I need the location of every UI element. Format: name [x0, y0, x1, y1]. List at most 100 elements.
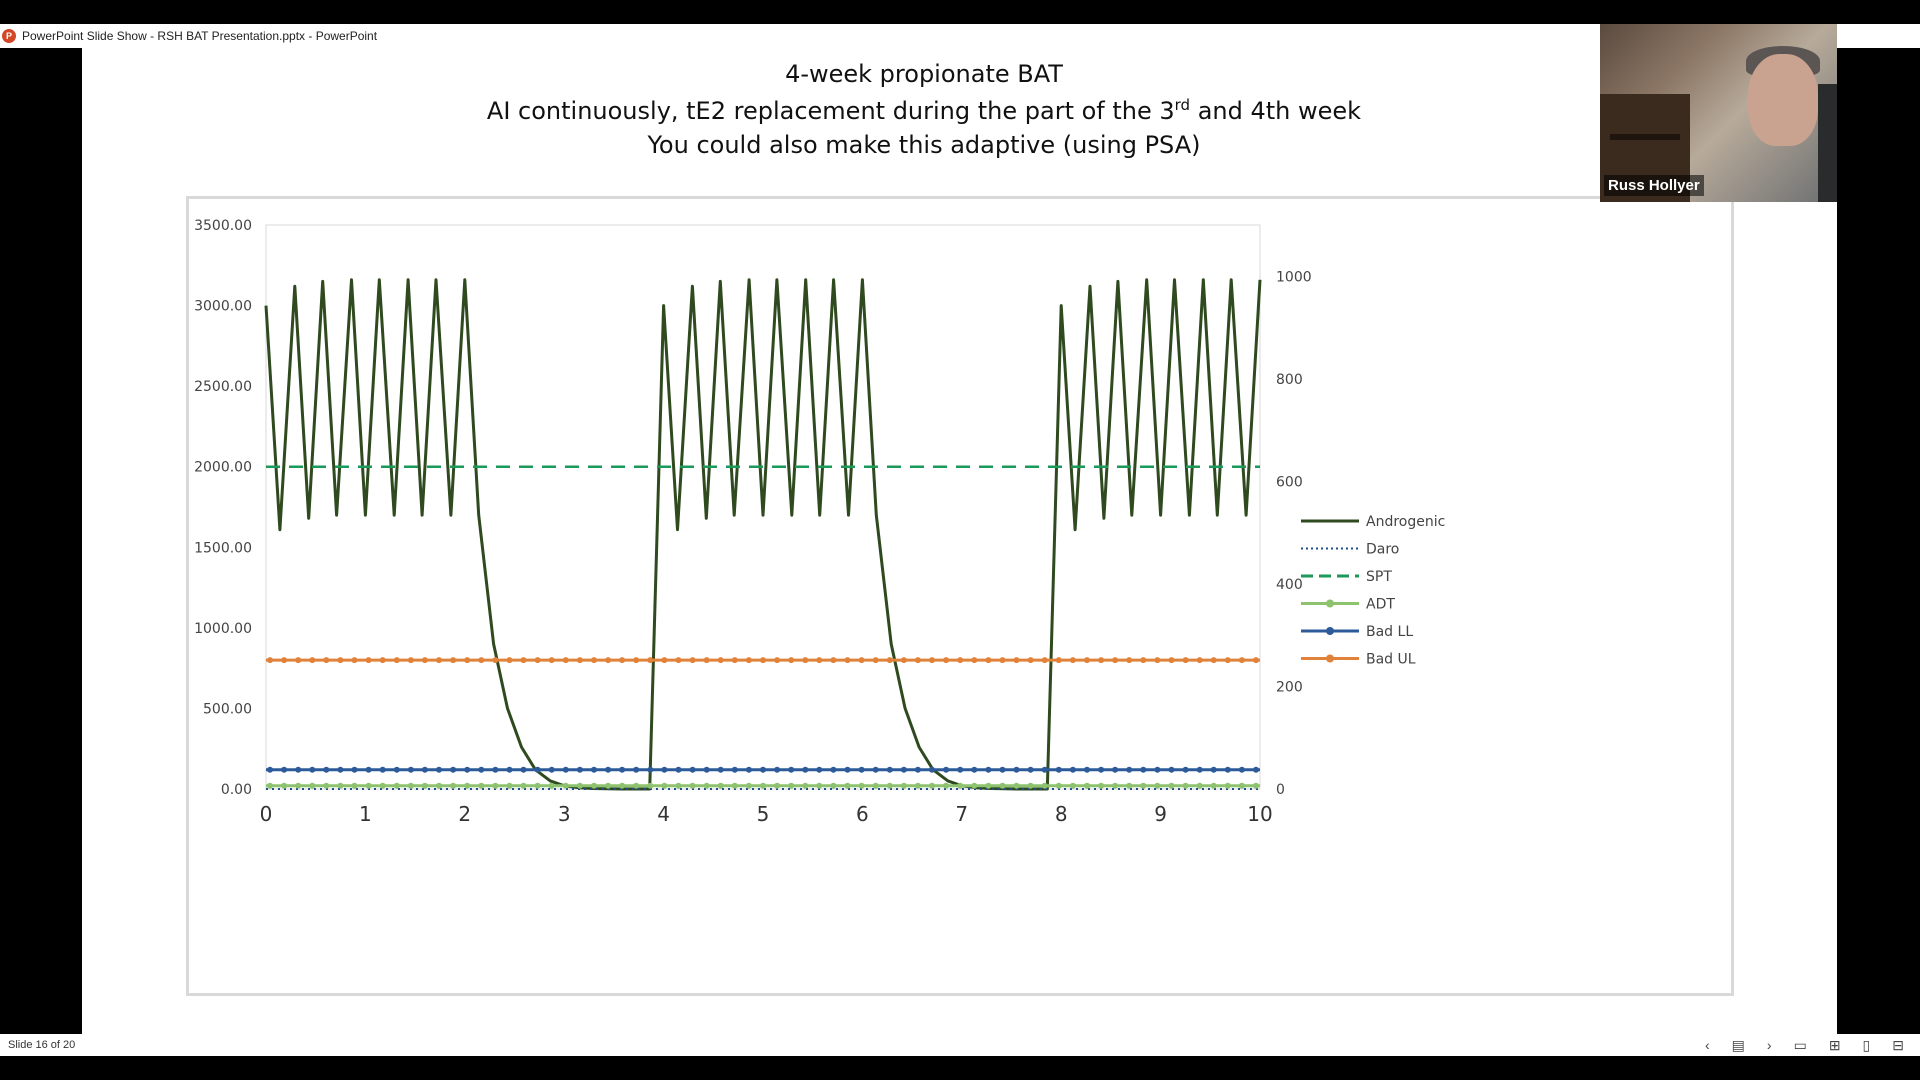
background-chair: [1818, 84, 1837, 202]
series-marker-bad-ll: [985, 766, 992, 773]
series-marker-bad-ul: [816, 657, 823, 664]
slide-show-icon[interactable]: ⊟: [1892, 1036, 1904, 1053]
series-marker-adt: [1196, 782, 1203, 789]
series-marker-adt: [957, 782, 964, 789]
series-marker-bad-ul: [562, 657, 569, 664]
slide-sorter-icon[interactable]: ⊞: [1828, 1036, 1841, 1053]
series-marker-bad-ll: [534, 766, 541, 773]
series-marker-adt: [971, 782, 978, 789]
series-marker-bad-ul: [689, 657, 696, 664]
series-marker-adt: [858, 782, 865, 789]
y2-axis-tick-label: 0: [1276, 782, 1285, 798]
series-marker-bad-ll: [1168, 766, 1175, 773]
x-axis-tick-label: 0: [260, 802, 273, 826]
series-marker-adt: [379, 782, 386, 789]
reading-view-icon[interactable]: ▯: [1862, 1036, 1871, 1053]
y-axis-tick-label: 500.00: [203, 701, 252, 717]
window-title: PowerPoint Slide Show - RSH BAT Presenta…: [22, 29, 378, 43]
series-marker-bad-ul: [647, 657, 654, 664]
y2-axis-tick-label: 400: [1276, 577, 1303, 593]
series-marker-bad-ll: [1013, 766, 1020, 773]
series-marker-adt: [1253, 782, 1259, 789]
series-marker-bad-ll: [971, 766, 978, 773]
legend-marker-adt: [1326, 599, 1334, 608]
series-marker-bad-ul: [407, 657, 414, 664]
series-marker-bad-ul: [929, 657, 935, 664]
series-marker-adt: [1182, 782, 1189, 789]
previous-slide-icon[interactable]: ‹: [1705, 1037, 1710, 1053]
y-axis-tick-label: 3500.00: [194, 218, 252, 234]
series-marker-adt: [788, 782, 795, 789]
series-marker-bad-ll: [436, 766, 442, 773]
series-marker-bad-ll: [295, 766, 302, 773]
series-marker-adt: [464, 782, 471, 789]
series-marker-adt: [492, 782, 499, 789]
series-marker-bad-ll: [309, 766, 316, 773]
next-slide-icon[interactable]: ›: [1766, 1037, 1772, 1053]
series-marker-bad-ul: [1112, 657, 1119, 664]
series-marker-adt: [689, 782, 696, 789]
series-marker-bad-ul: [1126, 657, 1133, 664]
series-marker-bad-ul: [267, 657, 273, 664]
slide-menu-icon[interactable]: ▤: [1731, 1036, 1745, 1053]
series-marker-bad-ll: [576, 766, 583, 773]
series-line-androgenic: [264, 278, 1262, 791]
series-marker-bad-ul: [351, 657, 358, 664]
series-marker-bad-ul: [1084, 657, 1090, 664]
series-marker-bad-ll: [1154, 766, 1161, 773]
series-marker-bad-ul: [591, 657, 597, 664]
series-marker-adt: [816, 782, 823, 789]
series-marker-adt: [647, 782, 654, 789]
series-marker-bad-ll: [450, 766, 457, 773]
series-marker-bad-ul: [717, 657, 724, 664]
x-axis-tick-label: 2: [458, 802, 471, 826]
series-marker-bad-ul: [661, 657, 668, 664]
series-marker-bad-ll: [633, 766, 640, 773]
participant-face: [1748, 54, 1818, 146]
series-marker-bad-ll: [1055, 766, 1062, 773]
line-chart: 0.00500.001000.001500.002000.002500.0030…: [194, 218, 1445, 826]
series-marker-adt: [450, 782, 457, 789]
series-marker-bad-ll: [943, 766, 950, 773]
series-marker-bad-ul: [872, 657, 879, 664]
slide-title-line-1: 4-week propionate BAT: [785, 60, 1063, 88]
series-marker-adt: [1168, 782, 1175, 789]
plot-area-border: [265, 224, 1261, 790]
series-marker-bad-ll: [661, 766, 668, 773]
series-marker-adt: [1055, 782, 1062, 789]
series-marker-adt: [985, 782, 992, 789]
series-marker-adt: [393, 782, 400, 789]
series-marker-bad-ll: [900, 766, 907, 773]
series-marker-bad-ul: [675, 657, 682, 664]
series-marker-bad-ul: [1069, 657, 1076, 664]
series-marker-adt: [1238, 782, 1245, 789]
series-marker-adt: [1084, 782, 1090, 789]
series-marker-adt: [745, 782, 752, 789]
series-marker-adt: [1041, 782, 1048, 789]
series-marker-bad-ll: [1238, 766, 1245, 773]
series-marker-bad-ll: [1027, 766, 1034, 773]
series-marker-bad-ul: [1013, 657, 1020, 664]
series-marker-bad-ul: [830, 657, 837, 664]
series-marker-adt: [520, 782, 527, 789]
series-marker-adt: [760, 782, 766, 789]
x-axis-tick-label: 7: [955, 802, 968, 826]
series-marker-bad-ul: [309, 657, 316, 664]
y-axis-tick-label: 0.00: [221, 782, 252, 798]
normal-view-icon[interactable]: ▭: [1793, 1036, 1807, 1053]
series-marker-bad-ul: [633, 657, 640, 664]
participant-name-label: Russ Hollyer: [1604, 175, 1704, 196]
series-marker-adt: [633, 782, 640, 789]
y-axis-tick-label: 1000.00: [194, 621, 252, 637]
series-marker-bad-ll: [393, 766, 400, 773]
webcam-video-feed: Russ Hollyer: [1600, 24, 1837, 202]
series-marker-bad-ul: [760, 657, 766, 664]
slideshow-controls: ‹ ▤ › ▭ ⊞ ▯ ⊟: [1705, 1034, 1904, 1056]
series-marker-adt: [1112, 782, 1119, 789]
series-marker-bad-ul: [337, 657, 344, 664]
series-marker-bad-ul: [605, 657, 612, 664]
series-marker-bad-ul: [619, 657, 626, 664]
series-marker-bad-ll: [1112, 766, 1119, 773]
series-marker-adt: [943, 782, 950, 789]
series-marker-bad-ul: [731, 657, 738, 664]
